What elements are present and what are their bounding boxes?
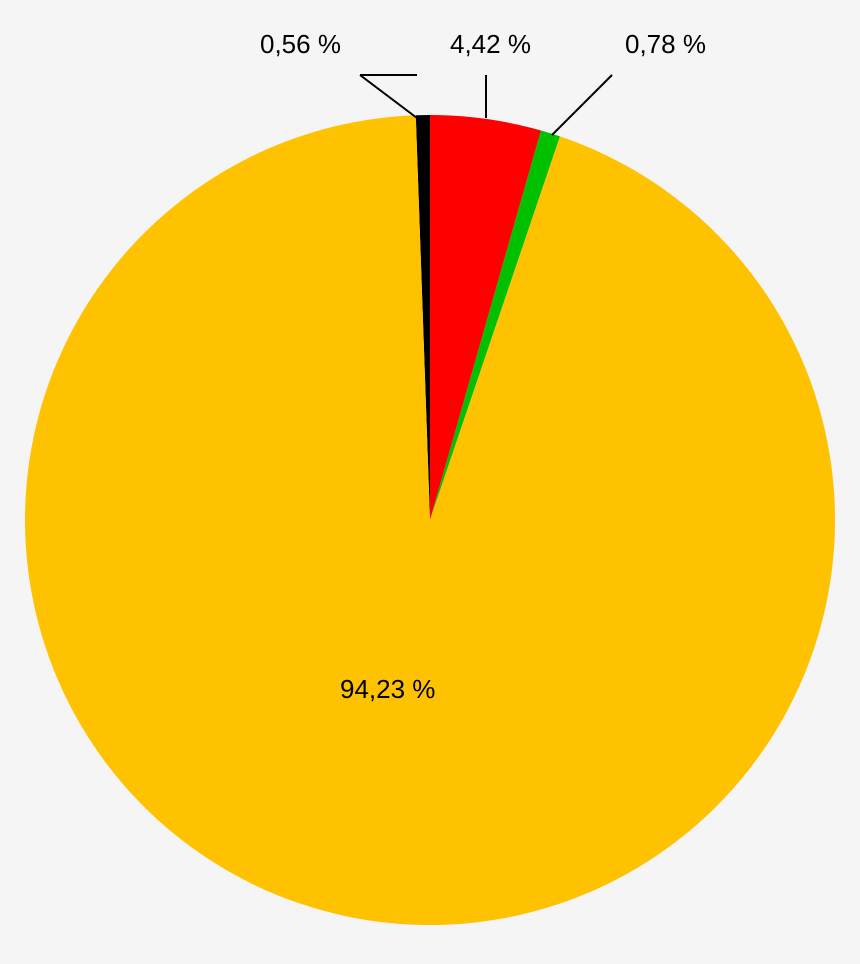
- slice-label-0: 0,56 %: [260, 29, 341, 60]
- pie-chart: 0,56 % 4,42 % 0,78 % 94,23 %: [0, 0, 860, 964]
- slice-label-2: 0,78 %: [625, 29, 706, 60]
- slice-label-3: 94,23 %: [340, 674, 435, 705]
- pie-svg: [0, 0, 860, 964]
- slice-label-1: 4,42 %: [450, 29, 531, 60]
